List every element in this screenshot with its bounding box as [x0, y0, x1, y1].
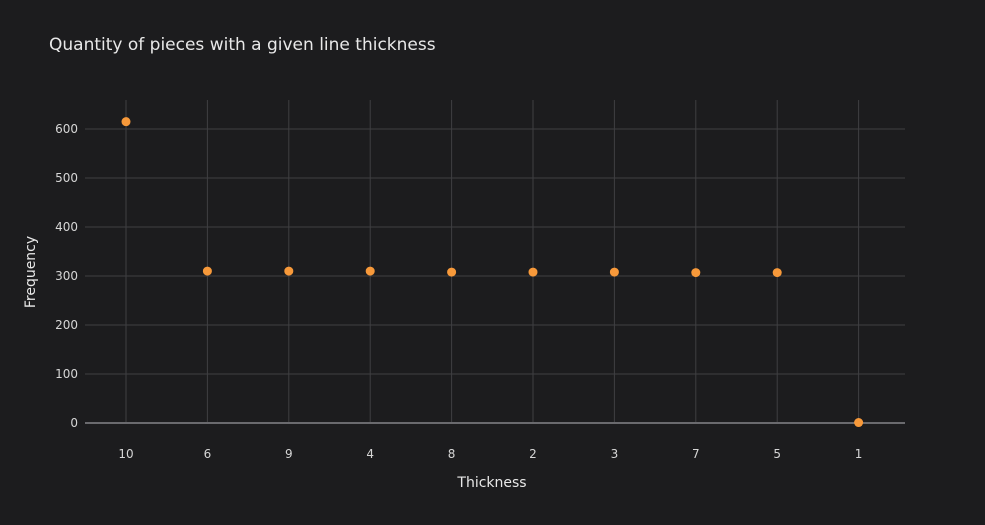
x-axis-title: Thickness — [456, 475, 526, 491]
x-tick-label: 7 — [692, 447, 700, 461]
y-tick-label: 300 — [55, 269, 78, 283]
x-tick-label: 2 — [529, 447, 537, 461]
x-axis-ticks: 10 6 9 4 8 2 3 7 5 1 — [118, 447, 862, 461]
data-point[interactable] — [202, 266, 212, 276]
data-point[interactable] — [609, 267, 619, 277]
x-tick-label: 4 — [366, 447, 374, 461]
x-tick-label: 9 — [285, 447, 293, 461]
data-point[interactable] — [691, 268, 701, 278]
data-point[interactable] — [528, 267, 538, 277]
data-point[interactable] — [772, 268, 782, 278]
data-point[interactable] — [854, 418, 864, 428]
data-point[interactable] — [365, 266, 375, 276]
y-tick-label: 500 — [55, 171, 78, 185]
x-tick-label: 6 — [204, 447, 212, 461]
data-point[interactable] — [121, 117, 131, 127]
grid-layer — [85, 100, 905, 424]
y-tick-label: 100 — [55, 367, 78, 381]
data-point[interactable] — [447, 267, 457, 277]
x-tick-label: 3 — [611, 447, 619, 461]
chart-title: Quantity of pieces with a given line thi… — [49, 35, 436, 55]
x-tick-label: 8 — [448, 447, 456, 461]
data-point[interactable] — [284, 266, 294, 276]
y-tick-label: 600 — [55, 122, 78, 136]
x-tick-label: 5 — [773, 447, 781, 461]
y-tick-label: 400 — [55, 220, 78, 234]
y-axis-ticks: 0 100 200 300 400 500 600 — [55, 122, 78, 430]
y-tick-label: 0 — [70, 416, 78, 430]
data-points — [121, 117, 864, 428]
y-axis-title: Frequency — [23, 236, 39, 308]
y-tick-label: 200 — [55, 318, 78, 332]
x-tick-label: 1 — [855, 447, 863, 461]
x-tick-label: 10 — [118, 447, 133, 461]
